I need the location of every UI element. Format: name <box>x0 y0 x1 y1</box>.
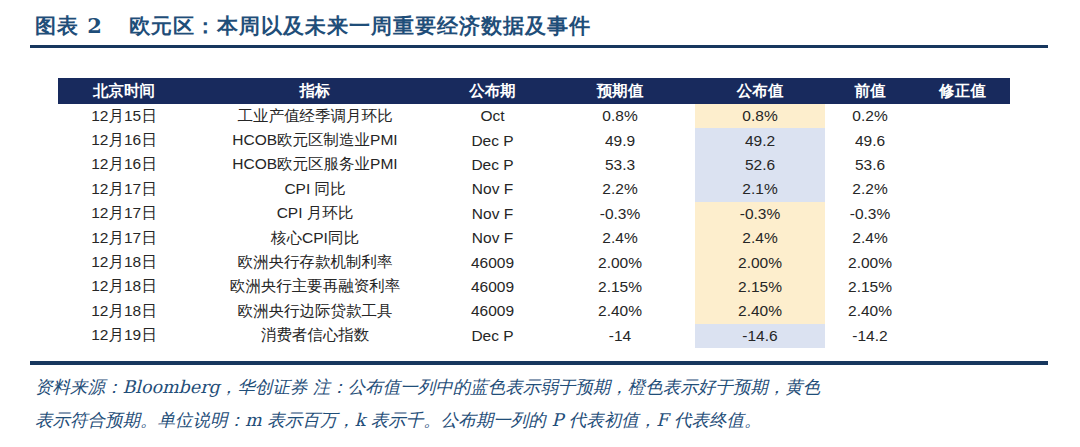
cell-actual: 2.40% <box>695 299 825 323</box>
cell-revised <box>915 153 1010 177</box>
cell-revised <box>915 226 1010 250</box>
cell-revised <box>915 299 1010 323</box>
header-cell-previous: 前值 <box>825 78 915 104</box>
cell-indicator: 消费者信心指数 <box>190 324 440 348</box>
cell-actual: 2.15% <box>695 275 825 299</box>
header-cell-actual: 公布值 <box>695 78 825 104</box>
cell-expected: 2.00% <box>545 250 695 274</box>
title-divider-rule <box>30 45 1048 48</box>
cell-previous: -0.3% <box>825 202 915 226</box>
cell-indicator: HCOB欧元区制造业PMI <box>190 128 440 152</box>
source-footnote: 资料来源：Bloomberg，华创证券 注：公布值一列中的蓝色表示弱于预期，橙色… <box>35 371 1055 437</box>
table-row: 12月18日 欧洲央行存款机制利率 46009 2.00% 2.00% 2.00… <box>58 250 1010 274</box>
cell-previous: 0.2% <box>825 104 915 128</box>
header-cell-period: 公布期 <box>440 78 545 104</box>
cell-previous: 2.4% <box>825 226 915 250</box>
table-row: 12月17日 CPI 同比 Nov F 2.2% 2.1% 2.2% <box>58 177 1010 201</box>
cell-previous: 49.6 <box>825 128 915 152</box>
cell-previous: -14.2 <box>825 324 915 348</box>
cell-expected: -14 <box>545 324 695 348</box>
cell-date: 12月17日 <box>58 177 190 201</box>
cell-date: 12月17日 <box>58 202 190 226</box>
cell-date: 12月16日 <box>58 128 190 152</box>
cell-revised <box>915 128 1010 152</box>
cell-indicator: 欧洲央行存款机制利率 <box>190 250 440 274</box>
cell-date: 12月17日 <box>58 226 190 250</box>
table-row: 12月17日 核心CPI同比 Nov F 2.4% 2.4% 2.4% <box>58 226 1010 250</box>
chart-title-text: 欧元区：本周以及未来一周重要经济数据及事件 <box>129 13 591 38</box>
cell-period: 46009 <box>440 275 545 299</box>
cell-actual: 52.6 <box>695 153 825 177</box>
table-header-row: 北京时间 指标 公布期 预期值 公布值 前值 修正值 <box>58 78 1010 104</box>
cell-period: Nov F <box>440 177 545 201</box>
cell-actual: 0.8% <box>695 104 825 128</box>
cell-actual: 2.1% <box>695 177 825 201</box>
cell-revised <box>915 104 1010 128</box>
cell-period: Dec P <box>440 128 545 152</box>
cell-actual: -14.6 <box>695 324 825 348</box>
cell-period: Oct <box>440 104 545 128</box>
cell-period: Dec P <box>440 324 545 348</box>
header-cell-expected: 预期值 <box>545 78 695 104</box>
cell-indicator: 核心CPI同比 <box>190 226 440 250</box>
cell-indicator: HCOB欧元区服务业PMI <box>190 153 440 177</box>
cell-date: 12月19日 <box>58 324 190 348</box>
cell-expected: 53.3 <box>545 153 695 177</box>
header-cell-indicator: 指标 <box>190 78 440 104</box>
cell-expected: 0.8% <box>545 104 695 128</box>
table-body: 12月15日 工业产值经季调月环比 Oct 0.8% 0.8% 0.2% 12月… <box>58 104 1010 348</box>
cell-expected: 2.15% <box>545 275 695 299</box>
cell-expected: 2.2% <box>545 177 695 201</box>
cell-period: Dec P <box>440 153 545 177</box>
cell-revised <box>915 324 1010 348</box>
cell-date: 12月16日 <box>58 153 190 177</box>
footnote-line-2: 表示符合预期。单位说明：m 表示百万，k 表示千。公布期一列的 P 代表初值，F… <box>35 404 1055 437</box>
cell-revised <box>915 177 1010 201</box>
cell-indicator: 工业产值经季调月环比 <box>190 104 440 128</box>
table-bottom-rule <box>30 361 1048 365</box>
cell-expected: 2.40% <box>545 299 695 323</box>
page-title: 图表 2 欧元区：本周以及未来一周重要经济数据及事件 <box>35 12 1045 40</box>
header-cell-beijing-time: 北京时间 <box>58 78 190 104</box>
table-row: 12月18日 欧洲央行边际贷款工具 46009 2.40% 2.40% 2.40… <box>58 299 1010 323</box>
cell-indicator: CPI 同比 <box>190 177 440 201</box>
cell-revised <box>915 275 1010 299</box>
cell-date: 12月15日 <box>58 104 190 128</box>
economic-data-table: 北京时间 指标 公布期 预期值 公布值 前值 修正值 12月15日 工业产值经季… <box>58 78 1010 348</box>
cell-previous: 2.40% <box>825 299 915 323</box>
cell-revised <box>915 250 1010 274</box>
cell-period: 46009 <box>440 250 545 274</box>
cell-indicator: CPI 月环比 <box>190 202 440 226</box>
cell-actual: 2.00% <box>695 250 825 274</box>
cell-expected: -0.3% <box>545 202 695 226</box>
footnote-line-1: 资料来源：Bloomberg，华创证券 注：公布值一列中的蓝色表示弱于预期，橙色… <box>35 371 1055 404</box>
header-cell-revised: 修正值 <box>915 78 1010 104</box>
cell-previous: 53.6 <box>825 153 915 177</box>
cell-indicator: 欧洲央行主要再融资利率 <box>190 275 440 299</box>
cell-actual: 49.2 <box>695 128 825 152</box>
cell-previous: 2.00% <box>825 250 915 274</box>
table-row: 12月18日 欧洲央行主要再融资利率 46009 2.15% 2.15% 2.1… <box>58 275 1010 299</box>
table-row: 12月16日 HCOB欧元区制造业PMI Dec P 49.9 49.2 49.… <box>58 128 1010 152</box>
cell-date: 12月18日 <box>58 299 190 323</box>
table-row: 12月16日 HCOB欧元区服务业PMI Dec P 53.3 52.6 53.… <box>58 153 1010 177</box>
cell-previous: 2.15% <box>825 275 915 299</box>
cell-date: 12月18日 <box>58 250 190 274</box>
cell-actual: -0.3% <box>695 202 825 226</box>
table-row: 12月15日 工业产值经季调月环比 Oct 0.8% 0.8% 0.2% <box>58 104 1010 128</box>
cell-indicator: 欧洲央行边际贷款工具 <box>190 299 440 323</box>
cell-period: 46009 <box>440 299 545 323</box>
cell-period: Nov F <box>440 226 545 250</box>
cell-revised <box>915 202 1010 226</box>
cell-previous: 2.2% <box>825 177 915 201</box>
cell-expected: 2.4% <box>545 226 695 250</box>
table-row: 12月19日 消费者信心指数 Dec P -14 -14.6 -14.2 <box>58 324 1010 348</box>
chart-number-label: 图表 2 <box>35 13 103 38</box>
cell-expected: 49.9 <box>545 128 695 152</box>
cell-date: 12月18日 <box>58 275 190 299</box>
cell-actual: 2.4% <box>695 226 825 250</box>
cell-period: Nov F <box>440 202 545 226</box>
table-row: 12月17日 CPI 月环比 Nov F -0.3% -0.3% -0.3% <box>58 202 1010 226</box>
